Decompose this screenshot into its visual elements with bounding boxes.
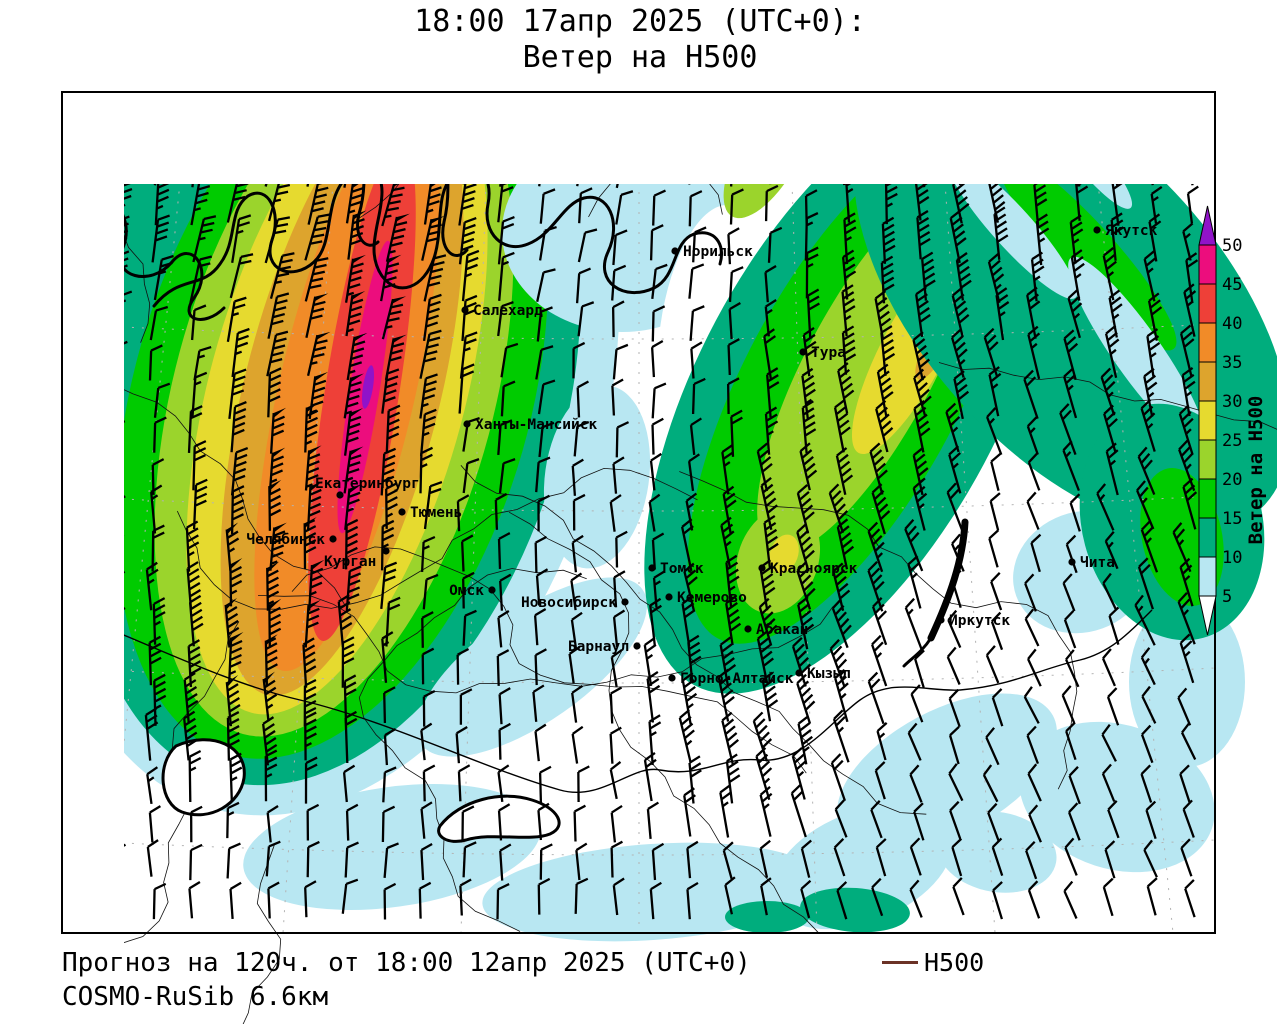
city-dot-1 [671, 247, 679, 255]
colorbar-axis-label: Ветер на H500 [1245, 396, 1267, 545]
city-label-10: Омск [449, 583, 484, 599]
city-label-20: Чита [1080, 555, 1115, 571]
colorbar-over-arrow [1198, 205, 1217, 246]
city-label-11: Томск [660, 561, 704, 577]
colorbar: 50 45 40 35 30 25 20 15 10 5 Ветер на H500 [1198, 205, 1267, 636]
colorbar-segment-45-50 [1198, 244, 1217, 285]
colorbar-segment-35-40 [1198, 322, 1217, 363]
wind-barbs [124, 184, 1201, 920]
city-dot-18 [795, 669, 803, 677]
colorbar-segment-20-25 [1198, 439, 1217, 480]
city-dot-17 [668, 674, 676, 682]
city-label-17: Горно-Алтайск [680, 671, 794, 687]
forecast-info-text: Прогноз на 120ч. от 18:00 12апр 2025 (UT… [62, 948, 751, 978]
city-dot-20 [1068, 558, 1076, 566]
city-label-16: Абакан [756, 622, 808, 638]
city-dot-6 [336, 491, 344, 499]
city-label-8: Челябинск [246, 532, 325, 548]
city-label-14: Красноярск [770, 561, 858, 577]
city-label-9: Курган [324, 554, 376, 570]
city-dot-15 [633, 642, 641, 650]
city-dot-19 [937, 616, 945, 624]
colorbar-tick-10: 10 [1222, 548, 1242, 568]
colorbar-segment-40-45 [1198, 283, 1217, 324]
city-label-13: Кемерово [677, 590, 747, 606]
city-dot-7 [398, 508, 406, 516]
h500-legend-line [882, 961, 918, 964]
h500-legend-label: H500 [924, 948, 985, 977]
city-dot-9 [382, 547, 390, 555]
colorbar-tick-15: 15 [1222, 509, 1242, 529]
city-label-6: Екатеринбург [315, 476, 420, 492]
city-dot-5 [463, 420, 471, 428]
city-label-4: Салехард [473, 303, 543, 319]
city-label-2: Якутск [1105, 223, 1158, 239]
colorbar-segment-10-15 [1198, 517, 1217, 558]
colorbar-tick-50: 50 [1222, 236, 1242, 256]
city-label-15: Барнаул [568, 639, 629, 655]
city-dot-10 [488, 586, 496, 594]
colorbar-tick-20: 20 [1222, 470, 1242, 490]
city-label-7: Тюмень [410, 505, 462, 521]
colorbar-tick-30: 30 [1222, 392, 1242, 412]
city-label-12: Новосибирск [521, 595, 617, 611]
city-dot-16 [744, 625, 752, 633]
city-dot-11 [648, 564, 656, 572]
city-dot-8 [329, 535, 337, 543]
city-label-18: Кызыл [807, 666, 851, 682]
title-parameter: Ветер на H500 [522, 40, 758, 75]
city-label-19: Иркутск [949, 613, 1010, 629]
colorbar-tick-35: 35 [1222, 353, 1242, 373]
title-datetime: 18:00 17апр 2025 (UTC+0): [414, 4, 866, 39]
h500-legend: H500 [882, 948, 984, 977]
colorbar-segment-5-10 [1198, 556, 1217, 597]
city-dot-2 [1093, 226, 1101, 234]
map-title: 18:00 17апр 2025 (UTC+0): Ветер на H500 [0, 4, 1280, 76]
city-labels: Норильск Якутск Тура Салехард Ханты-Мансийск… [246, 223, 1157, 687]
colorbar-segment-30-35 [1198, 361, 1217, 402]
colorbar-tick-45: 45 [1222, 275, 1242, 295]
city-dot-14 [758, 564, 766, 572]
colorbar-segment-25-30 [1198, 400, 1217, 441]
colorbar-tick-25: 25 [1222, 431, 1242, 451]
city-dot-13 [665, 593, 673, 601]
city-dot-3 [799, 348, 807, 356]
city-label-5: Ханты-Мансийск [475, 417, 597, 433]
colorbar-segment-15-20 [1198, 478, 1217, 519]
city-dot-4 [461, 306, 469, 314]
colorbar-tick-5: 5 [1222, 587, 1232, 607]
colorbar-under-arrow [1198, 595, 1217, 636]
model-info-text: COSMO-RuSib 6.6км [62, 982, 329, 1012]
city-label-3: Тура [811, 345, 846, 361]
city-label-1: Норильск [683, 244, 753, 260]
city-dot-12 [621, 598, 629, 606]
lake-baikal [927, 518, 969, 642]
colorbar-tick-40: 40 [1222, 314, 1242, 334]
